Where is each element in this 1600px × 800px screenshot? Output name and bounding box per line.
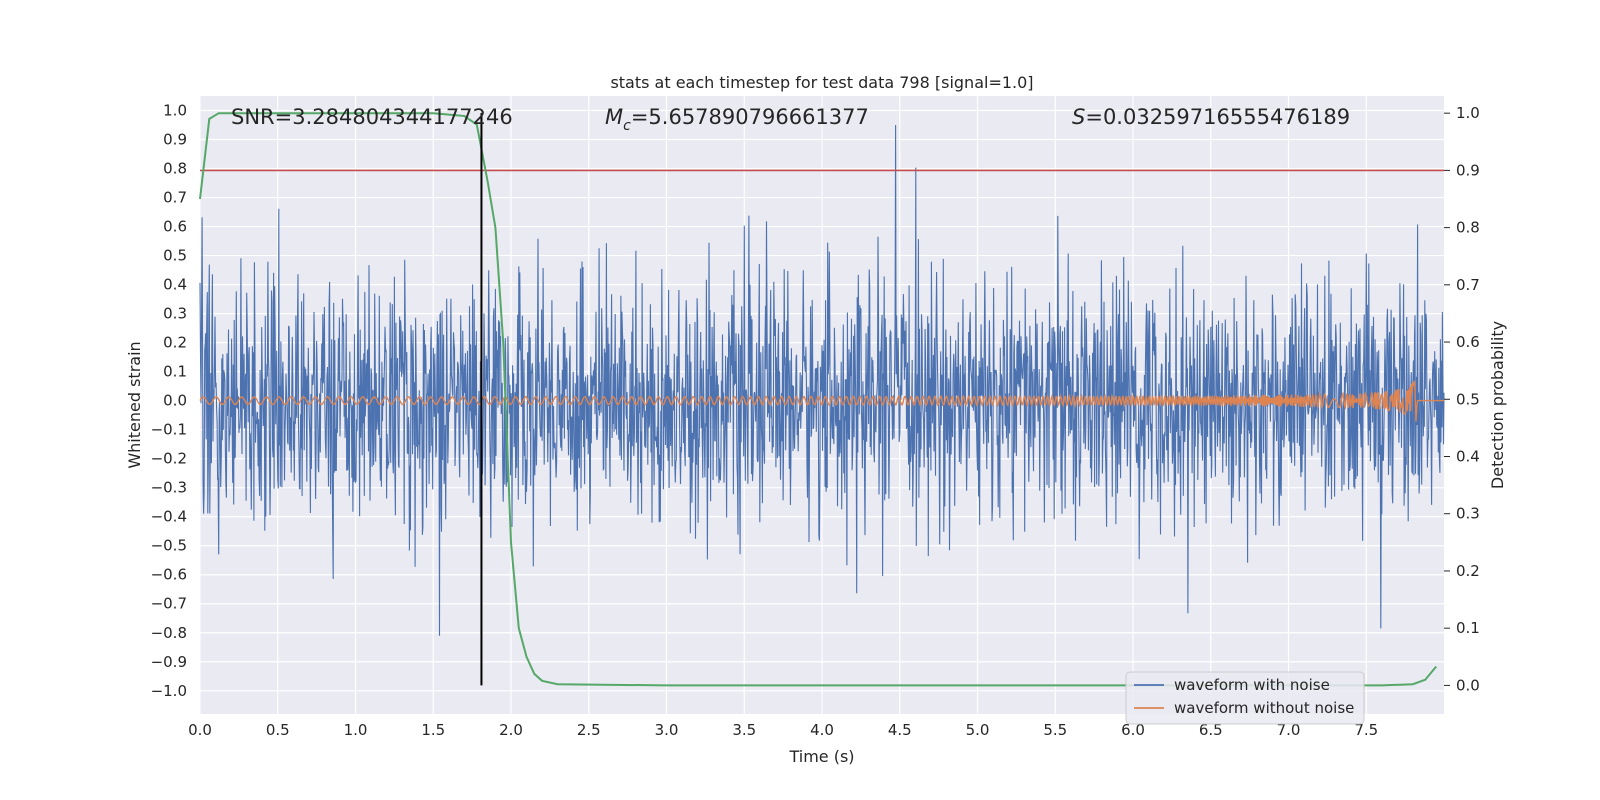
y-tick-label-left: 0.1 [163, 363, 187, 381]
x-tick-label: 5.0 [966, 721, 990, 739]
y-tick-label-left: −0.2 [151, 450, 187, 468]
y-tick-label-right: 0.6 [1456, 333, 1480, 351]
s-value: =0.032597165554761​89 [1085, 105, 1350, 129]
x-tick-label: 1.5 [421, 721, 445, 739]
x-tick-label: 5.5 [1043, 721, 1067, 739]
x-tick-label: 3.5 [732, 721, 756, 739]
legend-label-noise: waveform with noise [1174, 676, 1330, 694]
y-tick-label-left: −0.8 [151, 624, 187, 642]
x-tick-label: 6.0 [1121, 721, 1145, 739]
y-tick-label-right: 0.9 [1456, 161, 1480, 179]
y-tick-label-left: −1.0 [151, 682, 187, 700]
y-tick-label-left: 0.0 [163, 392, 187, 410]
y-tick-label-left: 1.0 [163, 102, 187, 120]
legend-box [1125, 671, 1365, 725]
y-axis-label-left: Whitened strain [125, 341, 144, 468]
y-tick-label-left: −0.4 [151, 508, 187, 526]
x-tick-label: 7.0 [1277, 721, 1301, 739]
y-tick-label-left: −0.3 [151, 479, 187, 497]
series-waveform-without-noise [199, 380, 1444, 422]
y-tick-label-left: −0.5 [151, 537, 187, 555]
y-tick-label-left: −0.1 [151, 421, 187, 439]
y-tick-label-left: −0.9 [151, 653, 187, 671]
y-tick-label-right: 0.2 [1456, 562, 1480, 580]
y-tick-label-right: 1.0 [1456, 104, 1480, 122]
x-tick-label: 4.5 [888, 721, 912, 739]
x-tick-label: 3.0 [655, 721, 679, 739]
y-tick-label-left: 0.7 [163, 189, 187, 207]
y-axis-label-right: Detection probability [1488, 321, 1507, 489]
mc-subscript: c [623, 118, 631, 134]
y-tick-label-left: 0.5 [163, 247, 187, 265]
y-tick-label-right: 0.7 [1456, 276, 1480, 294]
chirp-mass-annotation: Mc=5.657890796661377 [605, 105, 869, 134]
snr-annotation: SNR=3.284804344177246 [231, 105, 513, 129]
x-tick-label: 2.0 [499, 721, 523, 739]
y-tick-label-left: 0.9 [163, 131, 187, 149]
y-tick-label-left: 0.3 [163, 305, 187, 323]
x-tick-label: 4.0 [810, 721, 834, 739]
mc-symbol: M [605, 105, 623, 129]
y-tick-label-right: 0.8 [1456, 219, 1480, 237]
chart-title: stats at each timestep for test data 798… [610, 73, 1033, 92]
x-tick-label: 7.5 [1354, 721, 1378, 739]
x-axis-label: Time (s) [788, 747, 854, 766]
legend: waveform with noise waveform without noi… [1125, 671, 1365, 725]
s-annotation: S=0.032597165554761​89 [1072, 105, 1350, 129]
mc-value: =5.657890796661377 [631, 105, 869, 129]
clean-series-group [199, 380, 1444, 422]
y-tick-label-left: 0.2 [163, 334, 187, 352]
s-symbol: S [1072, 105, 1085, 129]
y-tick-label-left: 0.6 [163, 218, 187, 236]
x-tick-label: 0.5 [266, 721, 290, 739]
ticks: 0.0 0.5 1.0 1.5 2.0 2.5 3.0 3.5 4.0 4.5 5.0 5.5 6.0 6… [151, 102, 1480, 739]
noise-series-group [199, 124, 1445, 636]
y-tick-label-right: 0.3 [1456, 505, 1480, 523]
y-tick-label-left: 0.8 [163, 160, 187, 178]
y-tick-label-right: 0.0 [1456, 676, 1480, 694]
x-tick-label: 2.5 [577, 721, 601, 739]
x-tick-label: 6.5 [1199, 721, 1223, 739]
y-tick-label-right: 0.1 [1456, 619, 1480, 637]
x-tick-label: 1.0 [344, 721, 368, 739]
y-tick-label-right: 0.4 [1456, 448, 1480, 466]
series-waveform-with-noise [199, 124, 1445, 636]
y-tick-label-right: 0.5 [1456, 390, 1480, 408]
x-tick-label: 0.0 [188, 721, 212, 739]
legend-label-clean: waveform without noise [1174, 699, 1354, 717]
y-tick-label-left: 0.4 [163, 276, 187, 294]
y-tick-label-left: −0.6 [151, 566, 187, 584]
y-tick-label-left: −0.7 [151, 595, 187, 613]
